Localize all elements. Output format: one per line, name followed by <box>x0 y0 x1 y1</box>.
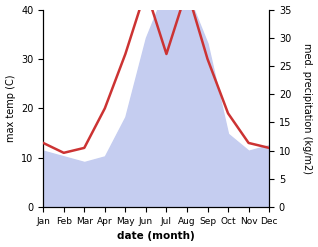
Y-axis label: med. precipitation (kg/m2): med. precipitation (kg/m2) <box>302 43 313 174</box>
X-axis label: date (month): date (month) <box>117 231 195 242</box>
Y-axis label: max temp (C): max temp (C) <box>5 75 16 142</box>
